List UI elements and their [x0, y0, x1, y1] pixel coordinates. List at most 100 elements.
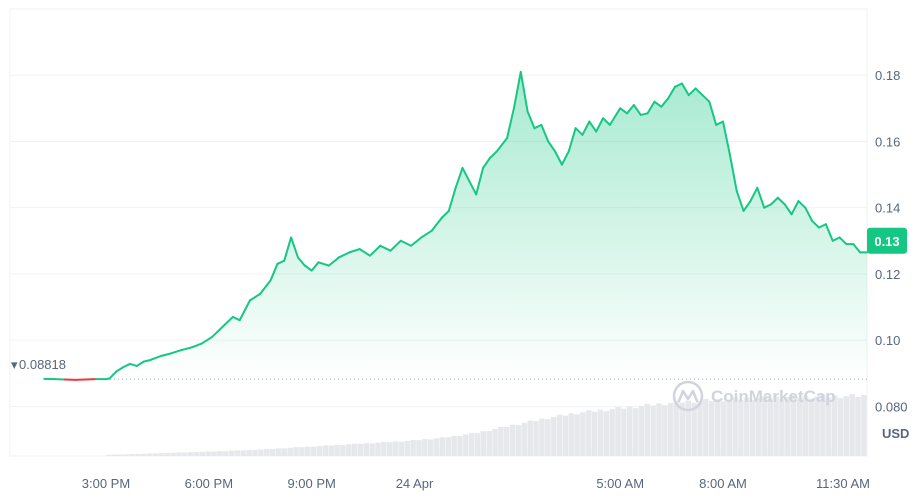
volume-bar — [721, 401, 726, 456]
volume-bar — [633, 408, 638, 456]
volume-bar — [405, 441, 410, 456]
volume-bar — [340, 445, 345, 456]
volume-bar — [621, 409, 626, 456]
volume-bar — [369, 443, 374, 456]
y-tick-label: 0.080 — [875, 399, 908, 414]
volume-bar — [235, 450, 240, 456]
volume-bar — [323, 445, 328, 456]
volume-bar — [153, 453, 158, 456]
volume-bar — [598, 410, 603, 456]
x-tick-label: 5:00 AM — [596, 476, 644, 491]
volume-bar — [727, 399, 732, 456]
volume-bar — [334, 445, 339, 456]
volume-bar — [855, 397, 860, 456]
volume-bar — [352, 444, 357, 456]
volume-bar — [609, 409, 614, 456]
volume-bar — [112, 455, 117, 456]
volume-bar — [118, 454, 123, 456]
volume-bar — [645, 404, 650, 456]
volume-bar — [486, 431, 491, 456]
volume-bar — [551, 417, 556, 456]
volume-bar — [861, 395, 866, 456]
x-tick-label: 3:00 PM — [82, 476, 130, 491]
volume-bar — [434, 438, 439, 456]
volume-bar — [656, 403, 661, 456]
volume-bar — [475, 433, 480, 456]
volume-bar — [557, 415, 562, 456]
volume-bar — [381, 442, 386, 456]
volume-bar — [358, 444, 363, 456]
volume-bar — [779, 399, 784, 456]
volume-bar — [849, 394, 854, 456]
volume-bar — [703, 399, 708, 456]
volume-bar — [165, 453, 170, 456]
volume-bar — [106, 455, 111, 456]
volume-bar — [422, 439, 427, 456]
y-tick-label: 0.12 — [875, 267, 900, 282]
volume-bar — [328, 446, 333, 456]
volume-bar — [715, 399, 720, 456]
volume-bar — [428, 439, 433, 456]
price-area-fill — [44, 72, 867, 380]
volume-bar — [457, 436, 462, 456]
volume-bar — [241, 450, 246, 456]
volume-bar — [808, 398, 813, 456]
volume-bar — [586, 410, 591, 456]
volume-bar — [217, 451, 222, 456]
volume-bar — [732, 397, 737, 456]
volume-bar — [516, 425, 521, 456]
volume-bar — [311, 447, 316, 456]
volume-bar — [756, 398, 761, 456]
currency-unit-label: USD — [882, 426, 909, 441]
volume-bar — [533, 421, 538, 456]
volume-bar — [574, 414, 579, 456]
volume-bar — [615, 407, 620, 456]
volume-bar — [200, 452, 205, 456]
volume-bar — [264, 449, 269, 456]
volume-bar — [182, 452, 187, 456]
volume-bar — [305, 447, 310, 456]
volume-bar — [440, 437, 445, 456]
volume-bar — [592, 412, 597, 456]
volume-bar — [580, 412, 585, 456]
volume-bar — [451, 436, 456, 456]
volume-bar — [697, 401, 702, 456]
volume-bar — [627, 407, 632, 456]
volume-bar — [194, 452, 199, 456]
volume-bar — [258, 450, 263, 456]
volume-bar — [674, 401, 679, 456]
volume-bar — [124, 454, 129, 456]
volume-bar — [826, 397, 831, 456]
y-tick-label: 0.16 — [875, 134, 900, 149]
volume-bar — [504, 427, 509, 456]
x-tick-label: 8:00 AM — [699, 476, 747, 491]
volume-bar — [492, 429, 497, 456]
volume-bar — [141, 454, 146, 456]
volume-bar — [767, 398, 772, 456]
coinmarketcap-watermark: CoinMarketCap — [674, 382, 836, 410]
volume-bar — [317, 446, 322, 456]
volume-bar — [252, 450, 257, 456]
volume-bar — [135, 454, 140, 456]
volume-bar — [469, 433, 474, 456]
volume-bar — [188, 452, 193, 456]
volume-bar — [797, 398, 802, 456]
y-tick-label: 0.18 — [875, 68, 900, 83]
volume-bar — [270, 449, 275, 456]
current-price-value: 0.13 — [874, 234, 899, 249]
reference-marker: ▾ — [11, 357, 18, 372]
reference-price-label: ▾ 0.08818 — [11, 357, 66, 372]
volume-bar — [299, 447, 304, 456]
volume-bar — [604, 411, 609, 456]
volume-bar — [744, 398, 749, 456]
volume-bar — [399, 442, 404, 456]
volume-bar — [539, 419, 544, 456]
volume-bar — [691, 403, 696, 456]
volume-bar — [287, 448, 292, 456]
x-tick-label: 9:00 PM — [287, 476, 335, 491]
volume-bar — [223, 451, 228, 456]
reference-price-value: 0.08818 — [19, 357, 66, 372]
